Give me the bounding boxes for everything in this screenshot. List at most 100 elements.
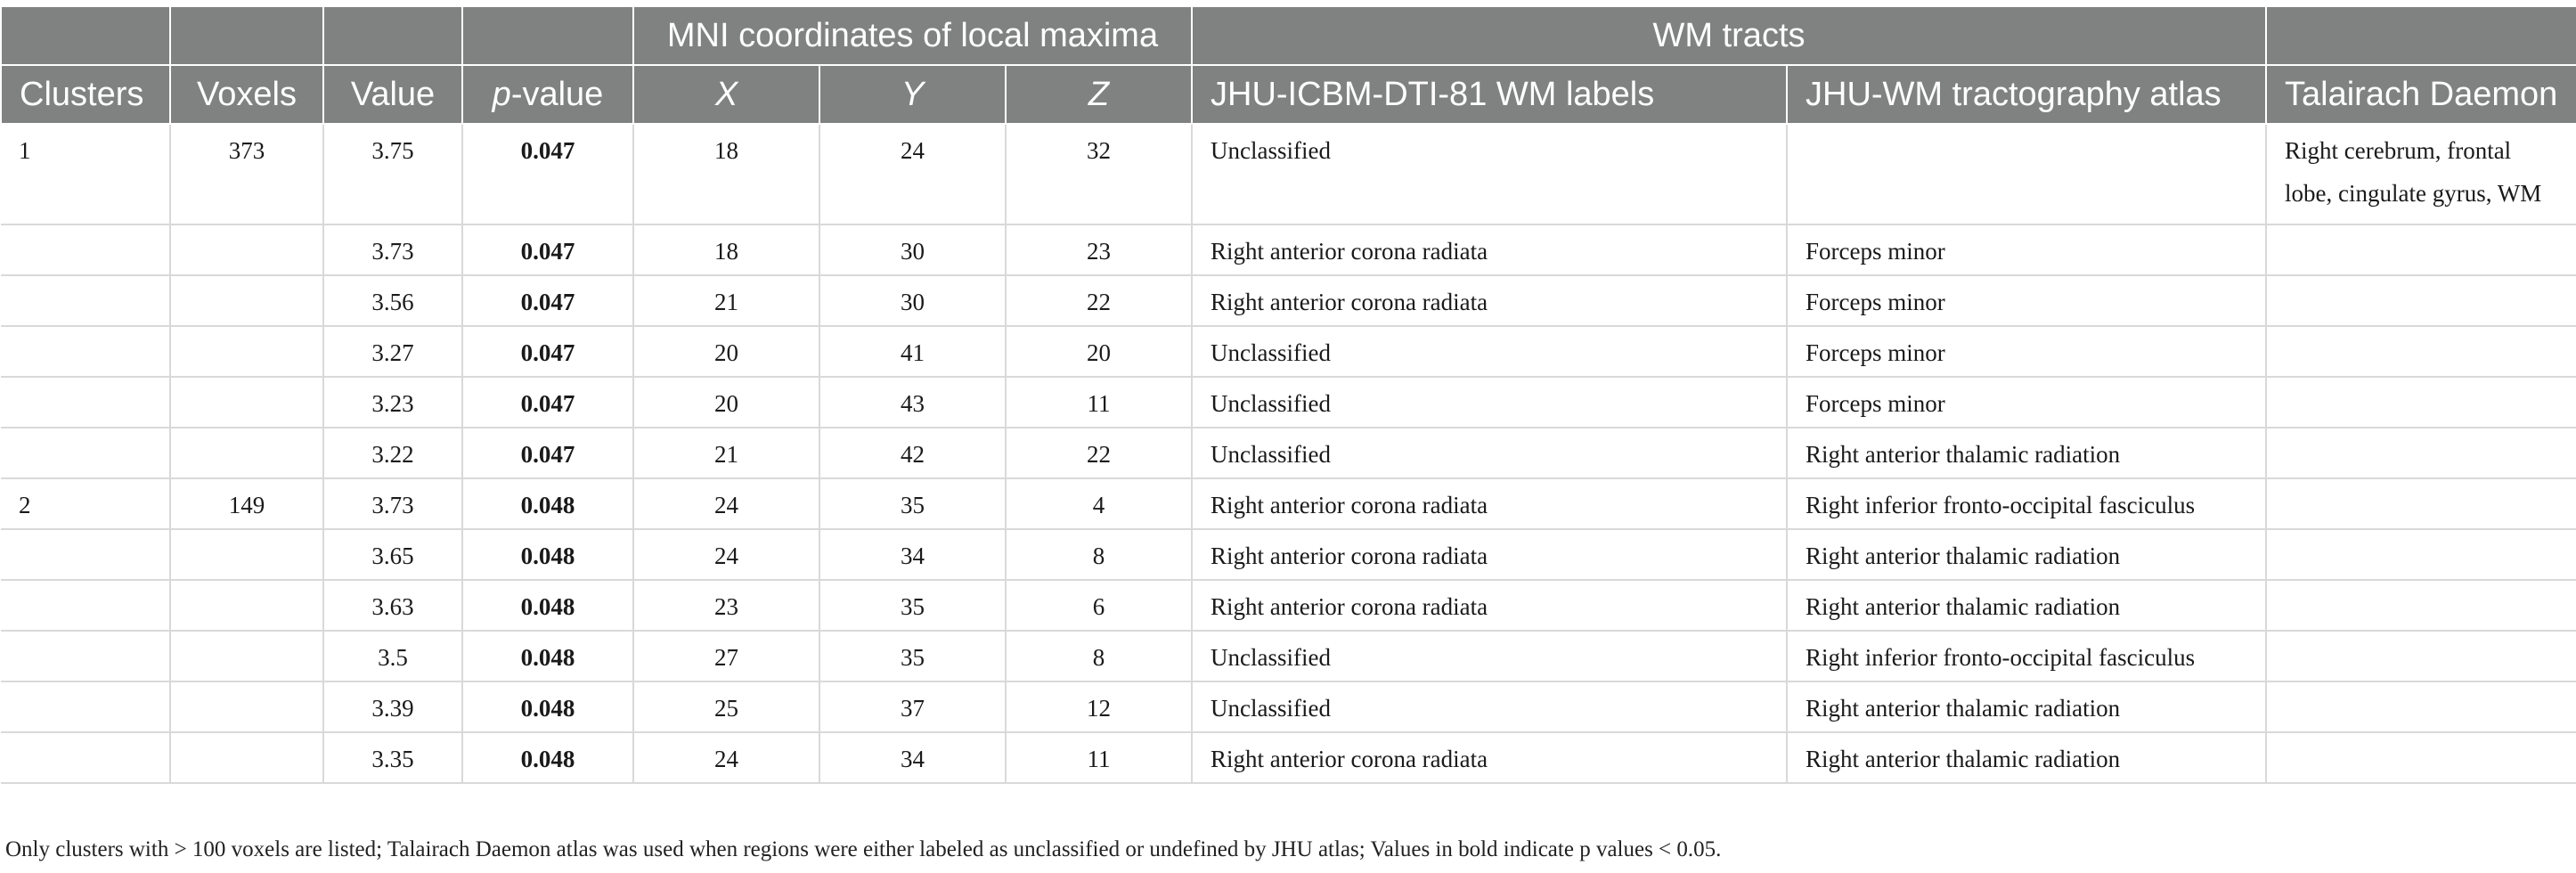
cell-value: 3.5: [323, 631, 463, 682]
cell-voxels: [170, 732, 324, 784]
header-p-rest: -value: [510, 75, 604, 113]
cell-value: 3.65: [323, 529, 463, 581]
cell-z: 22: [1006, 275, 1193, 327]
cell-jhu-labels: Right anterior corona radiata: [1192, 478, 1788, 530]
cell-cluster: [1, 732, 171, 784]
cell-jhu-tractography: Right anterior thalamic radiation: [1787, 529, 2268, 581]
cell-x: 21: [633, 428, 820, 479]
header-y: Y: [819, 64, 1007, 125]
cell-y: 30: [819, 224, 1007, 276]
header-group-blank: [322, 5, 463, 66]
header-p-italic: p: [492, 75, 511, 113]
cell-x: 24: [633, 478, 820, 530]
table-row: 3.5 0.048 27 35 8 Unclassified Right inferior …: [1, 631, 2576, 682]
cell-voxels: [170, 224, 324, 276]
cell-talairach: [2266, 529, 2576, 581]
cell-x: 27: [633, 631, 820, 682]
cell-jhu-labels: Unclassified: [1192, 124, 1788, 225]
cell-y: 34: [819, 529, 1007, 581]
cell-talairach-line: lobe, cingulate gyrus, WM: [2285, 180, 2542, 207]
cell-x: 20: [633, 377, 820, 428]
header-group-blank: [169, 5, 324, 66]
cell-x: 18: [633, 124, 820, 225]
cell-cluster: 1: [1, 124, 171, 225]
cell-voxels: 373: [170, 124, 324, 225]
cell-y: 35: [819, 580, 1007, 632]
table-row: 3.22 0.047 21 42 22 Unclassified Right anterio…: [1, 428, 2576, 479]
cell-talairach: [2266, 428, 2576, 479]
table-row: 3.23 0.047 20 43 11 Unclassified Forceps minor: [1, 377, 2576, 428]
cell-x: 18: [633, 224, 820, 276]
cell-cluster: [1, 224, 171, 276]
cell-talairach: [2266, 326, 2576, 378]
cell-x: 24: [633, 732, 820, 784]
cell-value: 3.73: [323, 478, 463, 530]
cell-voxels: [170, 377, 324, 428]
table-row: 3.35 0.048 24 34 11 Right anterior corona rad…: [1, 732, 2576, 784]
header-clusters: Clusters: [0, 64, 171, 125]
cell-z: 20: [1006, 326, 1193, 378]
cell-value: 3.39: [323, 681, 463, 733]
cell-z: 4: [1006, 478, 1193, 530]
cell-value: 3.63: [323, 580, 463, 632]
cell-voxels: [170, 428, 324, 479]
cell-value: 3.56: [323, 275, 463, 327]
cell-z: 32: [1006, 124, 1193, 225]
cell-talairach: [2266, 580, 2576, 632]
cell-jhu-tractography: Right inferior fronto-occipital fascicul…: [1787, 478, 2268, 530]
cell-p-value: 0.047: [462, 326, 634, 378]
cell-jhu-tractography: Right anterior thalamic radiation: [1787, 428, 2268, 479]
cell-talairach: [2266, 377, 2576, 428]
cell-y: 34: [819, 732, 1007, 784]
cell-z: 8: [1006, 631, 1193, 682]
cell-cluster: 2: [1, 478, 171, 530]
cell-jhu-labels: Right anterior corona radiata: [1192, 224, 1788, 276]
cell-p-value: 0.047: [462, 124, 634, 225]
cell-cluster: [1, 529, 171, 581]
cell-talairach: [2266, 478, 2576, 530]
cell-value: 3.22: [323, 428, 463, 479]
cell-voxels: [170, 580, 324, 632]
cell-y: 35: [819, 631, 1007, 682]
cell-p-value: 0.048: [462, 631, 634, 682]
cell-jhu-tractography: Forceps minor: [1787, 377, 2268, 428]
cell-value: 3.23: [323, 377, 463, 428]
cell-y: 30: [819, 275, 1007, 327]
cell-voxels: [170, 631, 324, 682]
table-row: 3.65 0.048 24 34 8 Right anterior corona radi…: [1, 529, 2576, 581]
cell-jhu-labels: Right anterior corona radiata: [1192, 732, 1788, 784]
cell-voxels: [170, 681, 324, 733]
cell-talairach: [2266, 681, 2576, 733]
table-row: 3.56 0.047 21 30 22 Right anterior corona rad…: [1, 275, 2576, 327]
cell-p-value: 0.048: [462, 580, 634, 632]
cell-voxels: [170, 326, 324, 378]
header-p-value: p-value: [461, 64, 634, 125]
table-row: 3.73 0.047 18 30 23 Right anterior corona rad…: [1, 224, 2576, 276]
header-group-wm-tracts: WM tracts: [1190, 5, 2268, 66]
cell-jhu-tractography: Right anterior thalamic radiation: [1787, 732, 2268, 784]
cell-value: 3.35: [323, 732, 463, 784]
table-row: 3.63 0.048 23 35 6 Right anterior corona radi…: [1, 580, 2576, 632]
header-z: Z: [1005, 64, 1193, 125]
header-jhu-labels: JHU-ICBM-DTI-81 WM labels: [1191, 64, 1788, 125]
cell-cluster: [1, 580, 171, 632]
cell-jhu-tractography: Forceps minor: [1787, 275, 2268, 327]
cell-jhu-labels: Unclassified: [1192, 326, 1788, 378]
cell-jhu-labels: Unclassified: [1192, 681, 1788, 733]
cell-jhu-tractography: [1787, 124, 2268, 225]
cell-x: 21: [633, 275, 820, 327]
header-group-blank: [0, 5, 171, 66]
header-group-row: MNI coordinates of local maxima WM tract…: [0, 5, 2576, 66]
cell-z: 11: [1006, 732, 1193, 784]
header-group-mni: MNI coordinates of local maxima: [632, 5, 1193, 66]
cell-p-value: 0.048: [462, 478, 634, 530]
cell-talairach: Right cerebrum, frontal lobe, cingulate g…: [2266, 124, 2576, 225]
cell-talairach: [2266, 275, 2576, 327]
cell-jhu-labels: Right anterior corona radiata: [1192, 580, 1788, 632]
table-footnote: Only clusters with > 100 voxels are list…: [5, 837, 1722, 861]
cell-p-value: 0.047: [462, 275, 634, 327]
cell-jhu-labels: Unclassified: [1192, 631, 1788, 682]
header-voxels: Voxels: [169, 64, 324, 125]
cell-jhu-tractography: Forceps minor: [1787, 326, 2268, 378]
cell-cluster: [1, 681, 171, 733]
